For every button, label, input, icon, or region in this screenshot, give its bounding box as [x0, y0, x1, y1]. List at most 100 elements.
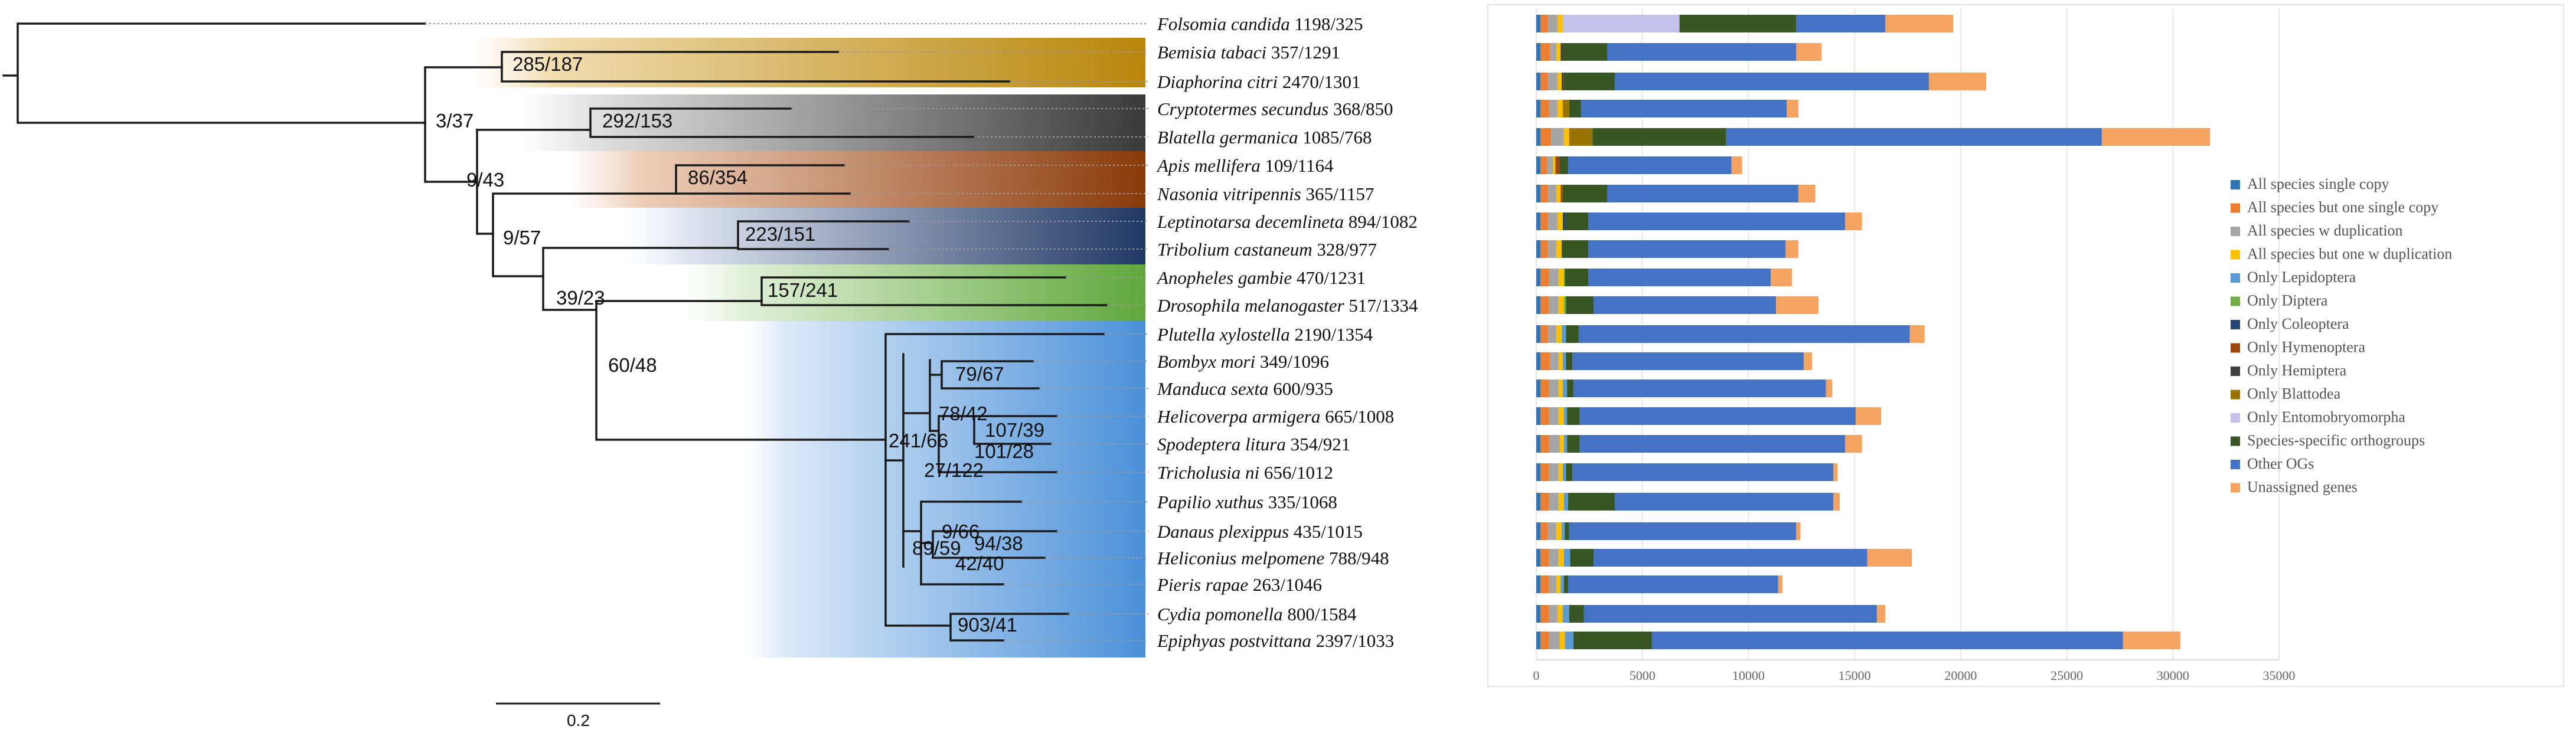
bar-segment — [1569, 128, 1593, 146]
taxon-label: Heliconius melpomene 788/948 — [1157, 548, 1389, 568]
taxon-label: Papilio xuthus 335/1068 — [1157, 492, 1337, 512]
chart-frame — [1487, 4, 2564, 687]
bar-segment — [1562, 240, 1589, 258]
bar-segment — [1566, 296, 1594, 314]
bar-segment — [1540, 575, 1549, 593]
bar-segment — [1566, 463, 1573, 481]
bar-segment — [1550, 43, 1557, 61]
taxon-name: Tricholusia ni — [1157, 462, 1259, 483]
bar-segment — [1588, 269, 1771, 286]
bar-segment — [1558, 463, 1563, 481]
legend-swatch — [2231, 203, 2240, 213]
bar-segment — [1540, 296, 1549, 314]
node-label: 60/48 — [608, 354, 657, 376]
bar-segment — [1563, 296, 1566, 314]
legend-swatch — [2231, 227, 2240, 236]
bar-segment — [1562, 15, 1680, 32]
bar-segment — [1547, 15, 1558, 32]
bar-segment — [1536, 73, 1541, 90]
node-label: 292/153 — [602, 110, 672, 132]
bar-segment — [1566, 352, 1573, 370]
bar-segment — [1560, 185, 1563, 202]
node-label: 285/187 — [512, 53, 583, 75]
bar-segment — [1557, 212, 1563, 230]
taxon-label: Tricholusia ni 656/1012 — [1157, 462, 1333, 483]
bar-segment — [1565, 632, 1573, 649]
bar-segment — [1540, 128, 1552, 146]
bar-segment — [1592, 128, 1726, 146]
bar-segment — [1614, 73, 1929, 90]
bar-segment — [1562, 43, 1608, 61]
bar-segment — [1569, 100, 1581, 117]
clade-blattodea-highlight — [520, 94, 1145, 151]
legend-swatch — [2231, 413, 2240, 423]
legend-swatch — [2231, 180, 2240, 189]
bar-segment — [1557, 100, 1563, 117]
bar-segment — [1540, 522, 1548, 540]
taxon-name: Manduca sexta — [1157, 378, 1269, 399]
taxon-name: Spodeptera litura — [1157, 434, 1286, 454]
bar-segment — [1556, 240, 1562, 258]
bar-segment — [1579, 407, 1856, 425]
taxon-counts: 2470/1301 — [1278, 71, 1360, 92]
bar-segment — [1579, 435, 1845, 453]
bar-segment — [1607, 185, 1798, 202]
bar-segment — [1540, 493, 1549, 511]
bar-segment — [1867, 549, 1912, 567]
branch-bombyx-manduca — [929, 360, 1040, 390]
branch-dipt-lep — [595, 300, 887, 441]
bar-segment — [1588, 212, 1845, 230]
node-label: 241/66 — [889, 430, 948, 452]
legend-label: Only Coleoptera — [2247, 315, 2349, 332]
branch-insecta — [424, 66, 503, 183]
bar-segment — [1565, 522, 1569, 540]
bar-segment — [1536, 352, 1541, 370]
bar-segment — [1540, 325, 1548, 343]
bar-segment — [1559, 156, 1568, 174]
bar-segment — [2101, 128, 2211, 146]
bar-segment — [1549, 605, 1558, 623]
bar-segment — [1536, 240, 1541, 258]
node-label: 107/39 — [985, 419, 1044, 441]
x-tick-label: 0 — [1533, 668, 1540, 683]
node-label: 3/37 — [436, 110, 474, 132]
taxon-counts: 368/850 — [1328, 99, 1393, 119]
x-tick-label: 20000 — [1944, 668, 1977, 683]
taxon-label: Folsomia candida 1198/325 — [1157, 14, 1363, 34]
chart-x-ticks: 0 5000 10000 15000 20000 25000 30000 35000 — [1533, 668, 2296, 683]
taxon-counts: 2397/1033 — [1311, 630, 1394, 651]
bar-segment — [1563, 575, 1568, 593]
bar-segment — [1536, 325, 1541, 343]
taxon-label: Nasonia vitripennis 365/1157 — [1157, 184, 1374, 204]
bar-segment — [1833, 493, 1840, 511]
bar-segment — [1558, 296, 1564, 314]
bar-segment — [1570, 549, 1594, 567]
bar-segment — [1558, 269, 1564, 286]
x-tick-label: 25000 — [2051, 668, 2083, 683]
branch-noctuidae — [929, 415, 1058, 473]
bar-segment — [1563, 493, 1568, 511]
bar-segment — [1540, 100, 1549, 117]
x-tick-label: 15000 — [1839, 668, 1871, 683]
taxon-label: Plutella xylostella 2190/1354 — [1157, 324, 1373, 345]
bar-segment — [1536, 128, 1541, 146]
branch-lepidoptera — [884, 333, 1105, 627]
chart-bars — [1536, 15, 2211, 649]
bar-segment — [1536, 296, 1541, 314]
bar-segment — [1573, 632, 1652, 649]
bar-segment — [1562, 380, 1568, 397]
bar-segment — [1536, 575, 1541, 593]
bar-segment — [1563, 128, 1569, 146]
bar-segment — [1566, 325, 1579, 343]
clade-lepidoptera-highlight — [744, 321, 1145, 658]
taxon-name: Diaphorina citri — [1157, 71, 1278, 92]
node-label: 903/41 — [958, 614, 1017, 636]
bar-segment — [1876, 605, 1886, 623]
bar-segment — [1540, 632, 1549, 649]
bar-segment — [1547, 73, 1558, 90]
bar-segment — [1567, 407, 1580, 425]
taxon-label: Apis mellifera 109/1164 — [1156, 155, 1334, 176]
bar-segment — [1536, 463, 1541, 481]
bar-segment — [1726, 128, 2102, 146]
